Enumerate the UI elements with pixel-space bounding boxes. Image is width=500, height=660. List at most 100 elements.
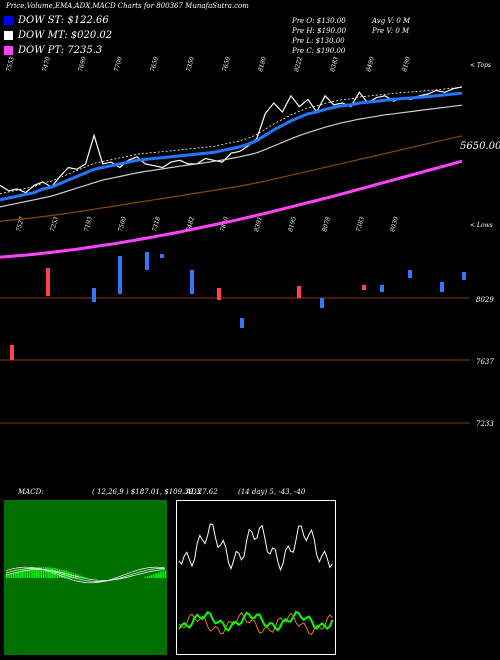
top-tick-7: 8180 [257, 56, 268, 73]
series-line-ema-dashed [0, 86, 463, 195]
chart-title: Price,Volume,EMA,ADX,MACD Charts for 800… [6, 2, 249, 10]
low-tick-6: 7810 [219, 216, 230, 233]
macd-hist-61 [146, 576, 148, 578]
macd-hist-6 [19, 570, 22, 578]
macd-hist-67 [160, 571, 162, 578]
macd-hist-7 [22, 569, 24, 578]
adx-svg [178, 523, 334, 635]
series-line-price [0, 86, 463, 194]
top-tick-10: 8490 [365, 56, 376, 73]
top-tick-5: 7350 [185, 56, 196, 73]
macd-hist-12 [33, 567, 36, 578]
top-tick-6: 7650 [221, 56, 232, 73]
macd-hist-25 [63, 570, 65, 578]
macd-hist-22 [56, 568, 59, 578]
candle-15 [160, 254, 164, 258]
ohlc-open: Pre O: $130.00 [292, 17, 346, 25]
candle-4 [145, 252, 149, 270]
macd-hist-0 [6, 575, 8, 578]
macd-hist-27 [68, 571, 70, 578]
top-tick-1: 7470 [41, 56, 52, 73]
legend-dow-st: DOW ST: $122.66 [4, 15, 109, 26]
macd-hist-16 [42, 567, 45, 578]
tops-label: < Tops [470, 62, 492, 69]
macd-hist-65 [155, 573, 157, 578]
ohlc-low: Pre L: $130.00 [292, 37, 345, 45]
series-line-ema_short [0, 91, 463, 202]
legend-label-pt: DOW PT: 7235.3 [18, 45, 103, 56]
candle-0 [46, 268, 50, 296]
legend-dow-pt: DOW PT: 7235.3 [4, 45, 102, 56]
candle-10 [362, 285, 366, 290]
macd-hist-62 [148, 575, 151, 578]
top-tick-8: 8222 [293, 56, 304, 73]
low-tick-2: 7193 [83, 216, 94, 233]
macd-hist-68 [162, 571, 164, 578]
macd-hist-9 [26, 568, 29, 578]
macd-svg [5, 566, 167, 584]
top-tick-2: 7690 [77, 56, 88, 73]
macd-panel [4, 500, 167, 655]
top-tick-4: 7650 [149, 56, 160, 73]
legend-swatch-pt [4, 46, 13, 55]
adx-values: (14 day) 5, -43, -40 [238, 488, 306, 496]
macd-label: MACD: [18, 488, 44, 496]
candle-6 [217, 288, 221, 300]
candle-3 [118, 256, 122, 294]
adx-panel [176, 500, 336, 655]
macd-hist-2 [10, 573, 13, 578]
low-tick-8: 8195 [287, 216, 298, 233]
ohlc-close: Pre C: $190.00 [292, 47, 346, 55]
top-tick-11: 8190 [401, 56, 412, 73]
low-tick-3: 7500 [117, 216, 128, 233]
low-tick-10: 7383 [355, 216, 366, 233]
top-tick-0: 7553 [5, 56, 16, 73]
macd-hist-5 [17, 571, 19, 578]
macd-hist-26 [65, 570, 68, 578]
macd-hist-10 [29, 568, 31, 578]
price-label: 5650.00 [460, 141, 500, 152]
macd-hist-32 [79, 575, 82, 578]
macd-values: ( 12,26,9 ) $187.01, $109.39, 27.62 [92, 488, 218, 496]
y-label-3: 7233 [476, 420, 494, 428]
macd-hist-11 [31, 567, 33, 578]
candle-14 [462, 272, 466, 280]
low-tick-9: 8078 [321, 216, 332, 233]
adx-line-orange [178, 612, 333, 635]
legend-label-st: DOW ST: $122.66 [18, 15, 109, 26]
candle-9 [320, 298, 324, 308]
macd-hist-17 [45, 567, 47, 578]
candle-7 [240, 318, 244, 328]
low-tick-7: 8391 [253, 216, 264, 233]
macd-hist-66 [157, 572, 160, 578]
lows-label: < Lows [470, 222, 493, 229]
adx-line-green [178, 610, 334, 632]
legend-label-mt: DOW MT: $020.02 [18, 30, 113, 41]
candle-2 [92, 288, 96, 302]
top-tick-3: 7700 [113, 56, 124, 73]
macd-hist-31 [77, 574, 79, 578]
legend-dow-mt: DOW MT: $020.02 [4, 30, 112, 41]
ohlc-avg-vol: Avg V: 0 M [372, 17, 411, 25]
legend-swatch-mt [4, 31, 13, 40]
low-tick-5: 7482 [185, 216, 196, 233]
macd-hist-8 [24, 569, 26, 578]
macd-hist-69 [164, 570, 167, 578]
macd-hist-14 [38, 567, 40, 578]
adx-label: ADX [186, 488, 202, 496]
macd-hist-33 [81, 576, 84, 578]
macd-hist-19 [49, 567, 52, 578]
candle-13 [440, 282, 444, 292]
candle-11 [380, 285, 384, 292]
candle-1 [10, 345, 14, 360]
macd-line-1 [5, 568, 165, 582]
low-tick-0: 7527 [15, 216, 26, 233]
macd-hist-18 [47, 567, 49, 578]
top-tick-9: 8383 [329, 56, 340, 73]
macd-hist-34 [84, 577, 86, 578]
macd-hist-1 [8, 574, 10, 578]
macd-hist-13 [35, 567, 38, 578]
macd-hist-15 [40, 567, 42, 578]
macd-hist-63 [150, 574, 153, 578]
